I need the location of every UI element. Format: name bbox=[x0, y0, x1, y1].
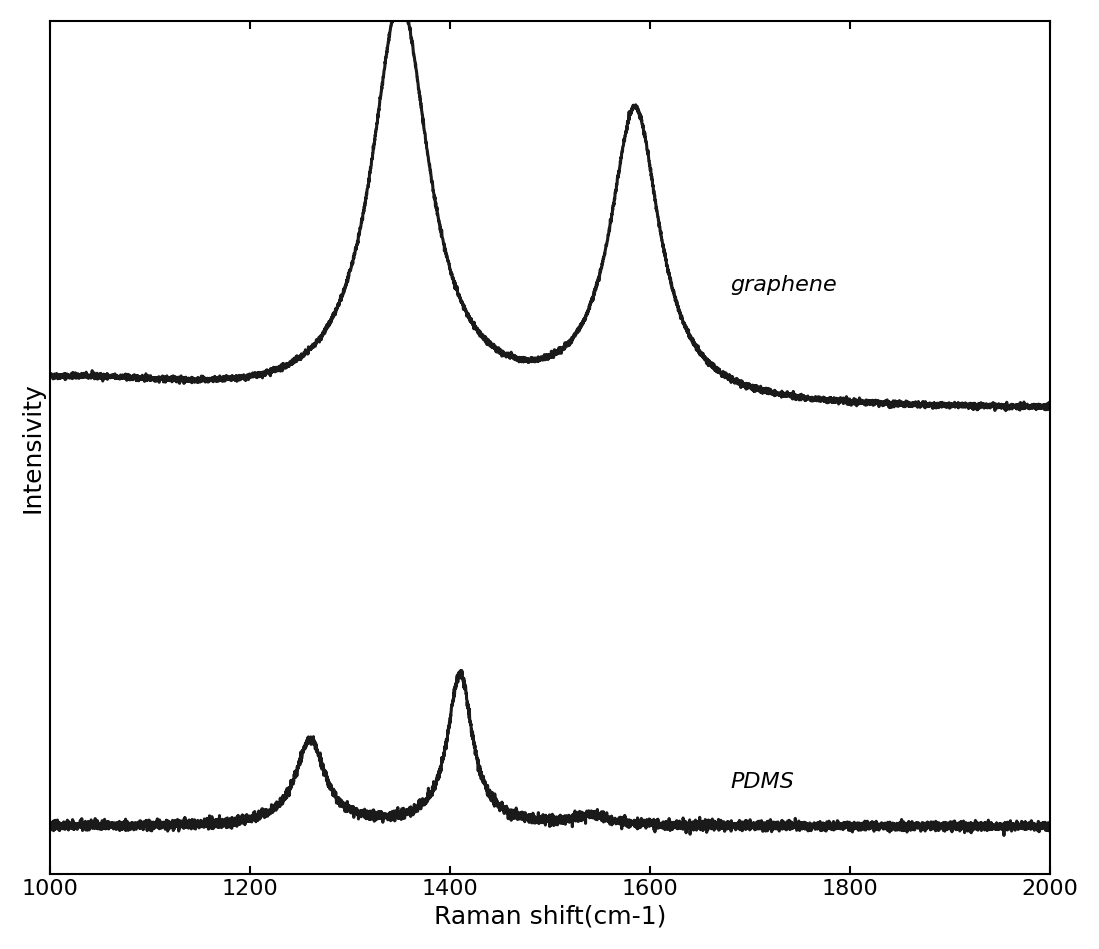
Y-axis label: Intensivity: Intensivity bbox=[21, 381, 45, 512]
Text: PDMS: PDMS bbox=[730, 772, 793, 792]
X-axis label: Raman shift(cm-1): Raman shift(cm-1) bbox=[434, 904, 666, 928]
Text: graphene: graphene bbox=[730, 275, 836, 295]
